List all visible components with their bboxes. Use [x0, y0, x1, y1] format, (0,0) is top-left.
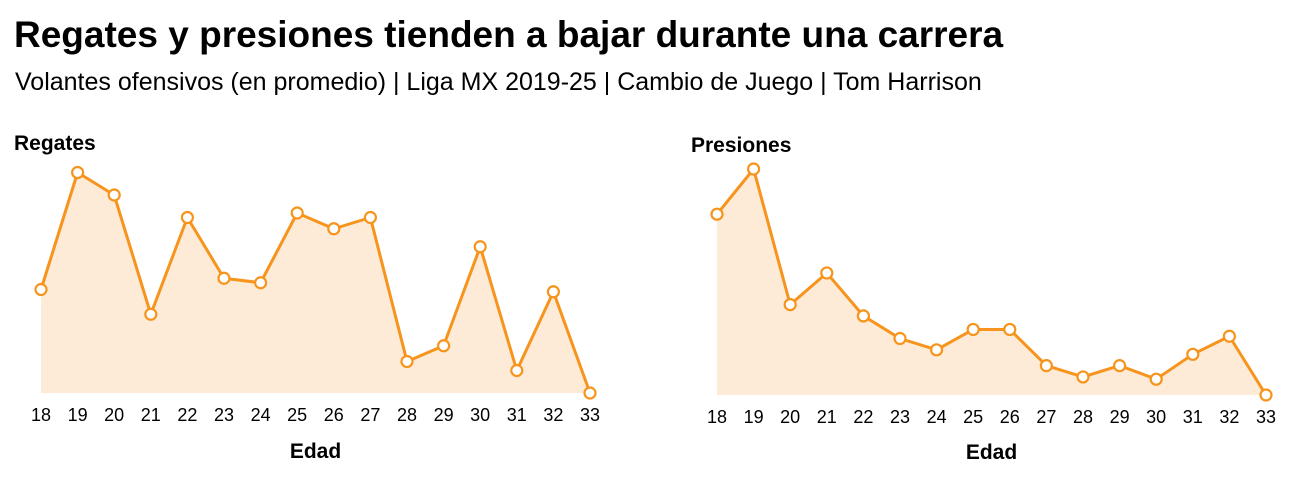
presiones-x-axis-label: Edad [966, 441, 1017, 464]
regates-data-point [254, 276, 268, 290]
presiones-data-point [710, 207, 724, 221]
presiones-x-tick-label: 25 [963, 407, 983, 427]
presiones-data-point [1003, 322, 1017, 337]
regates-x-tick-label: 32 [543, 405, 563, 425]
presiones-x-tick-label: 28 [1073, 407, 1093, 427]
presiones-x-tick-label: 30 [1146, 407, 1166, 427]
regates-data-point [473, 240, 487, 254]
regates-x-tick-label: 23 [214, 405, 234, 425]
regates-data-point [180, 210, 194, 225]
presiones-x-tick-label: 32 [1219, 407, 1239, 427]
presiones-x-tick-label: 22 [853, 407, 873, 427]
regates-chart: Regates 18 19 20 21 22 23 24 25 26 27 28 29 30 31 32 33 E… [14, 132, 600, 463]
regates-x-tick-label: 21 [141, 405, 161, 425]
regates-x-tick-label: 30 [470, 405, 490, 425]
presiones-data-point [1039, 359, 1054, 373]
presiones-data-point [966, 322, 980, 337]
regates-data-point [290, 206, 304, 220]
presiones-x-tick-label: 26 [1000, 407, 1020, 427]
presiones-x-tick-label: 18 [707, 407, 727, 427]
chart-title: Regates y presiones tienden a bajar dura… [14, 14, 1004, 55]
presiones-data-point [1259, 388, 1273, 402]
regates-x-tick-label: 27 [360, 405, 380, 425]
regates-data-point [437, 339, 451, 353]
regates-x-tick-label: 26 [324, 405, 344, 425]
regates-data-point [510, 363, 524, 378]
regates-x-tick-label: 25 [287, 405, 307, 425]
regates-x-tick-label: 20 [104, 405, 124, 425]
presiones-data-point [820, 266, 834, 280]
regates-x-tick-label: 31 [507, 405, 527, 425]
regates-data-point [70, 165, 85, 180]
presiones-x-tick-label: 21 [817, 407, 837, 427]
regates-data-point [144, 307, 158, 321]
presiones-x-tick-label: 24 [927, 407, 947, 427]
regates-data-point [400, 354, 414, 369]
presiones-x-tick-label: 33 [1256, 407, 1276, 427]
regates-x-axis-label: Edad [290, 440, 341, 463]
regates-x-tick-label: 24 [251, 405, 271, 425]
regates-data-point [34, 282, 48, 297]
presiones-panel-title: Presiones [691, 134, 791, 157]
regates-panel-title: Regates [14, 132, 96, 155]
presiones-area-fill [717, 169, 1266, 395]
regates-x-tick-label: 18 [31, 405, 51, 425]
presiones-x-tick-label: 31 [1183, 407, 1203, 427]
presiones-data-point [1149, 372, 1163, 386]
presiones-x-tick-label: 23 [890, 407, 910, 427]
presiones-x-tick-label: 20 [780, 407, 800, 427]
regates-data-point [583, 386, 597, 400]
presiones-data-point [1076, 370, 1090, 384]
presiones-data-point [1222, 329, 1237, 343]
regates-data-point [363, 210, 377, 225]
presiones-data-point [1112, 359, 1127, 373]
regates-data-point [217, 271, 231, 285]
regates-x-tick-label: 33 [580, 405, 600, 425]
regates-x-tick-label: 28 [397, 405, 417, 425]
regates-series-line [39, 171, 592, 394]
regates-x-tick-label: 19 [68, 405, 88, 425]
regates-x-tick-label: 22 [177, 405, 197, 425]
regates-data-point [107, 188, 121, 202]
presiones-data-point [1186, 347, 1200, 361]
regates-data-point [327, 222, 341, 236]
regates-x-tick-label: 29 [434, 405, 454, 425]
presiones-x-tick-label: 19 [744, 407, 764, 427]
chart-subtitle: Volantes ofensivos (en promedio) | Liga … [15, 68, 982, 96]
presiones-x-tick-label: 27 [1036, 407, 1056, 427]
presiones-data-point [856, 309, 871, 323]
presiones-series-line [715, 167, 1268, 396]
presiones-data-point [893, 331, 907, 346]
presiones-data-point [746, 162, 761, 176]
regates-data-point [546, 285, 561, 299]
presiones-data-point [929, 343, 944, 357]
regates-area-fill [41, 172, 590, 393]
presiones-data-point [783, 298, 797, 312]
presiones-x-tick-label: 29 [1110, 407, 1130, 427]
